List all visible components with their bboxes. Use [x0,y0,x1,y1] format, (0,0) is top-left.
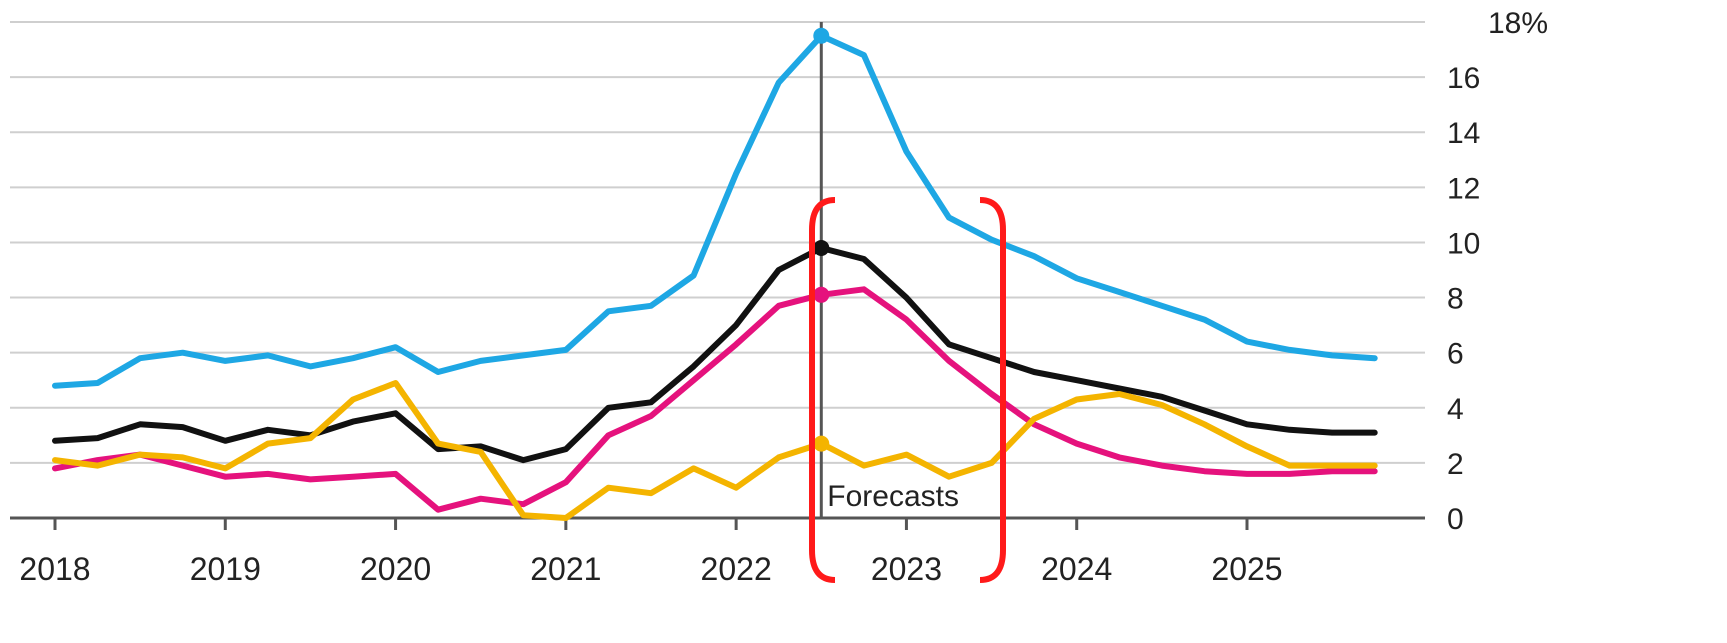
y-tick-label: 0 [1447,503,1464,536]
series-line-0 [52,32,1378,389]
series-line-3 [52,380,1378,521]
x-tick-label: 2019 [190,551,261,587]
x-tick-label: 2020 [360,551,431,587]
highlight-bracket-right [979,197,1006,583]
y-tick-label: 18% [1488,7,1548,40]
forecast-start-marker-1 [813,239,830,256]
series-line-2 [52,286,1378,513]
forecast-start-marker-2 [813,286,830,303]
x-tick-label: 2022 [701,551,772,587]
y-tick-label: 12 [1447,172,1480,205]
y-tick-label: 14 [1447,117,1480,150]
y-tick-label: 16 [1447,62,1480,95]
x-axis-ticks: 2018 2019 2020 2021 2022 2023 2024 2025 [19,518,1283,587]
x-tick-label: 2018 [19,551,90,587]
x-tick-label: 2023 [871,551,942,587]
forecast-start-marker-3 [813,435,830,452]
y-tick-label: 2 [1447,448,1464,481]
forecast-highlight-brackets [809,197,1006,583]
series-lines [52,32,1378,521]
forecast-label: Forecasts [827,480,959,513]
series-line-1 [52,245,1378,464]
y-tick-label: 4 [1447,393,1464,426]
x-tick-label: 2025 [1211,551,1282,587]
forecast-start-markers [813,27,830,452]
forecast-start-marker-0 [813,27,830,44]
x-tick-label: 2024 [1041,551,1112,587]
y-tick-label: 10 [1447,227,1480,260]
y-tick-label: 8 [1447,283,1464,316]
y-tick-label: 6 [1447,338,1464,371]
gridlines [10,21,1425,464]
x-tick-label: 2021 [530,551,601,587]
highlight-bracket-left [809,197,836,583]
